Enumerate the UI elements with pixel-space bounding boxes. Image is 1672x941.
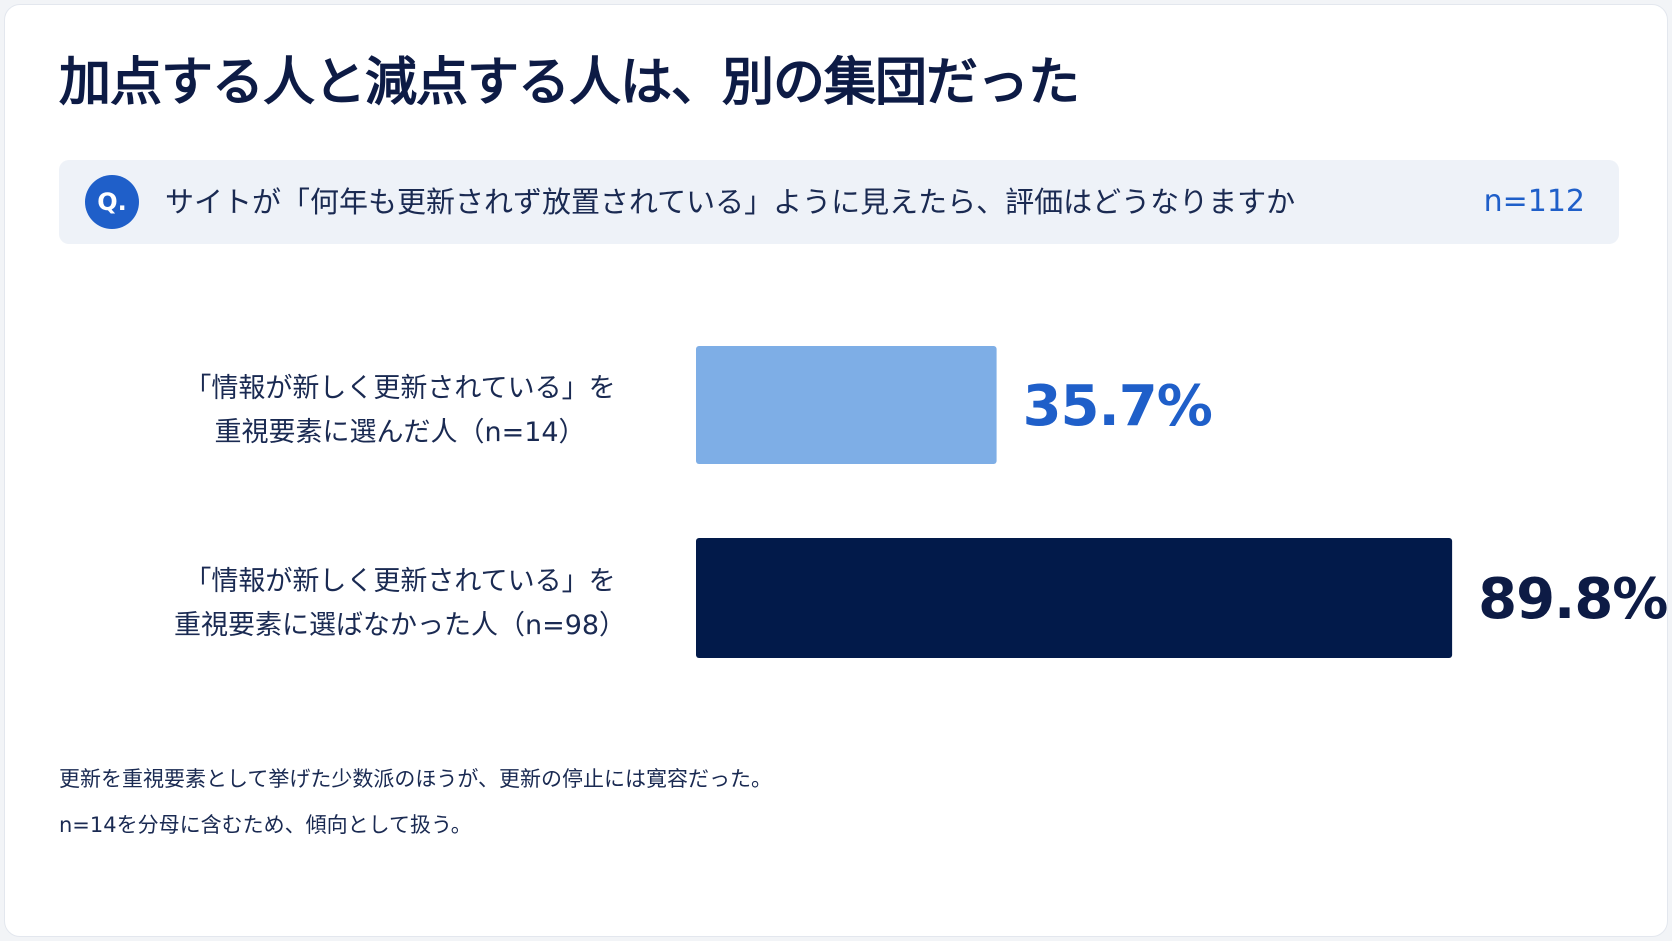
category-label-1-line-1: 「情報が新しく更新されている」を [184, 373, 615, 404]
category-label-2-line-1: 「情報が新しく更新されている」を [184, 566, 615, 597]
question-box: Q. サイトが「何年も更新されず放置されている」ように見えたら、評価はどうなりま… [59, 160, 1619, 244]
question-badge: Q. [85, 175, 139, 229]
footnote-1: 更新を重視要素として挙げた少数派のほうが、更新の停止には寛容だった。 [59, 767, 772, 791]
question-text: サイトが「何年も更新されず放置されている」ように見えたら、評価はどうなりますか [165, 185, 1296, 219]
bar-1 [696, 346, 997, 464]
category-label-1-line-2: 重視要素に選んだ人（n=14） [214, 417, 585, 448]
sample-size: n=112 [1483, 184, 1585, 219]
page-title: 加点する人と減点する人は、別の集団だった [59, 53, 1080, 113]
value-label-1: 35.7% [1023, 374, 1212, 439]
footnote-2: n=14を分母に含むため、傾向として扱う。 [59, 813, 472, 837]
slide: 加点する人と減点する人は、別の集団だった Q. サイトが「何年も更新されず放置さ… [4, 4, 1668, 937]
category-label-2-line-2: 重視要素に選ばなかった人（n=98） [174, 610, 626, 641]
bar-2 [696, 538, 1453, 658]
value-label-2: 89.8% [1478, 567, 1667, 632]
